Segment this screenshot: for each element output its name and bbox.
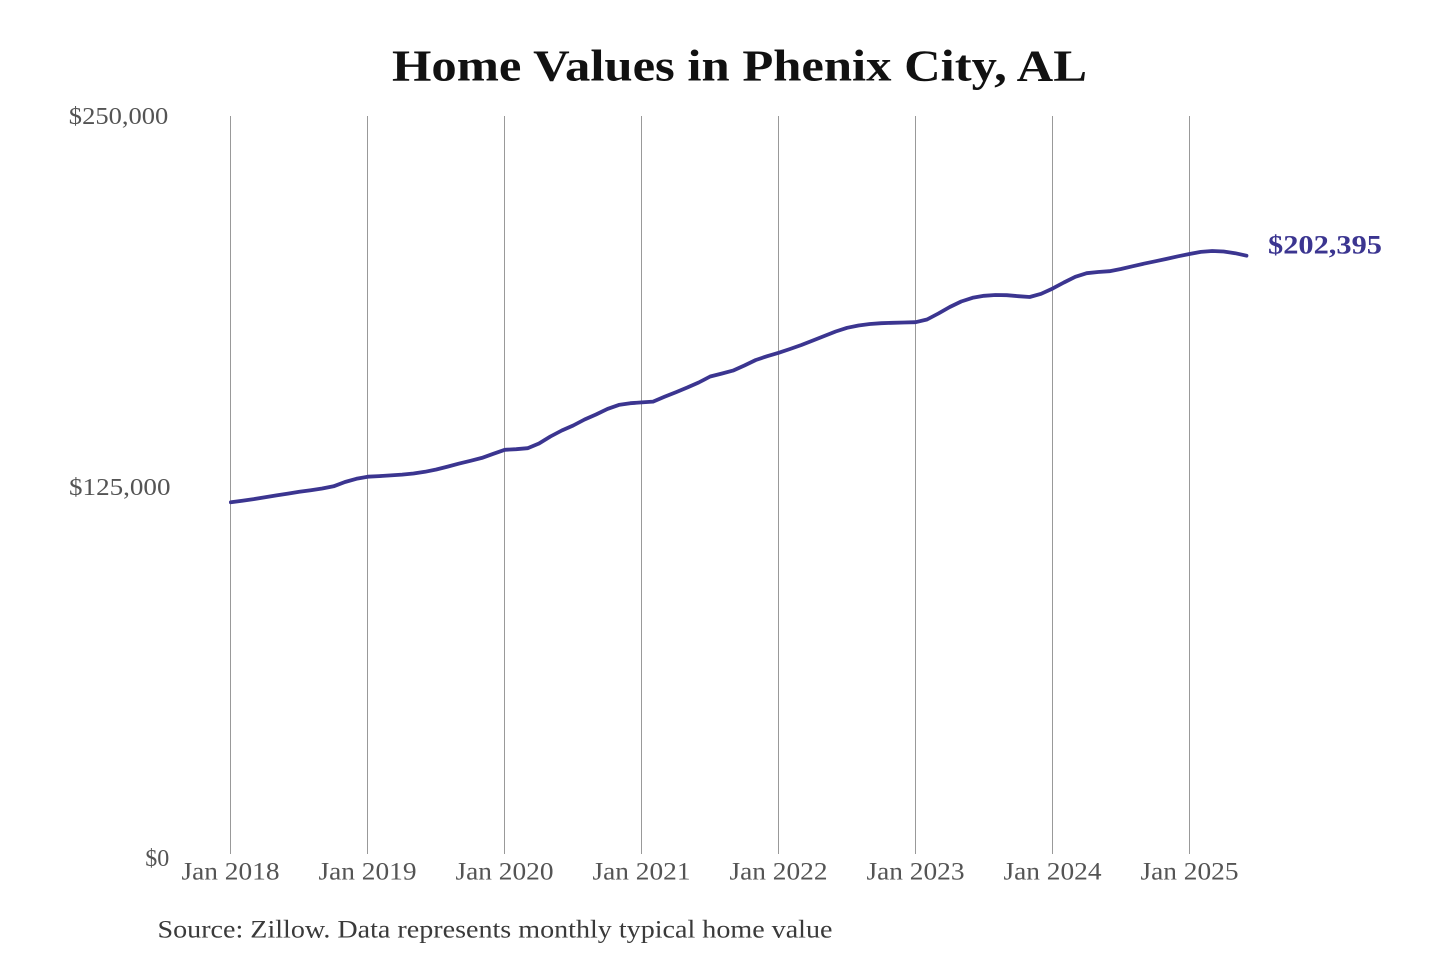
svg-text:Jan 2019: Jan 2019: [319, 858, 417, 885]
svg-text:Jan 2023: Jan 2023: [867, 858, 965, 885]
svg-text:$250,000: $250,000: [69, 104, 169, 130]
svg-text:Jan 2022: Jan 2022: [730, 858, 828, 885]
svg-text:$0: $0: [145, 846, 169, 872]
svg-text:Jan 2018: Jan 2018: [182, 858, 280, 885]
svg-text:Home Values in Phenix City, AL: Home Values in Phenix City, AL: [392, 41, 1087, 90]
svg-text:Jan 2021: Jan 2021: [593, 858, 691, 885]
svg-text:Jan 2020: Jan 2020: [456, 858, 554, 885]
svg-text:Jan 2025: Jan 2025: [1141, 858, 1239, 885]
svg-text:Source: Zillow. Data represent: Source: Zillow. Data represents monthly …: [158, 916, 833, 943]
svg-text:$202,395: $202,395: [1268, 230, 1382, 260]
svg-text:$125,000: $125,000: [69, 475, 171, 501]
svg-text:Jan 2024: Jan 2024: [1004, 858, 1103, 885]
